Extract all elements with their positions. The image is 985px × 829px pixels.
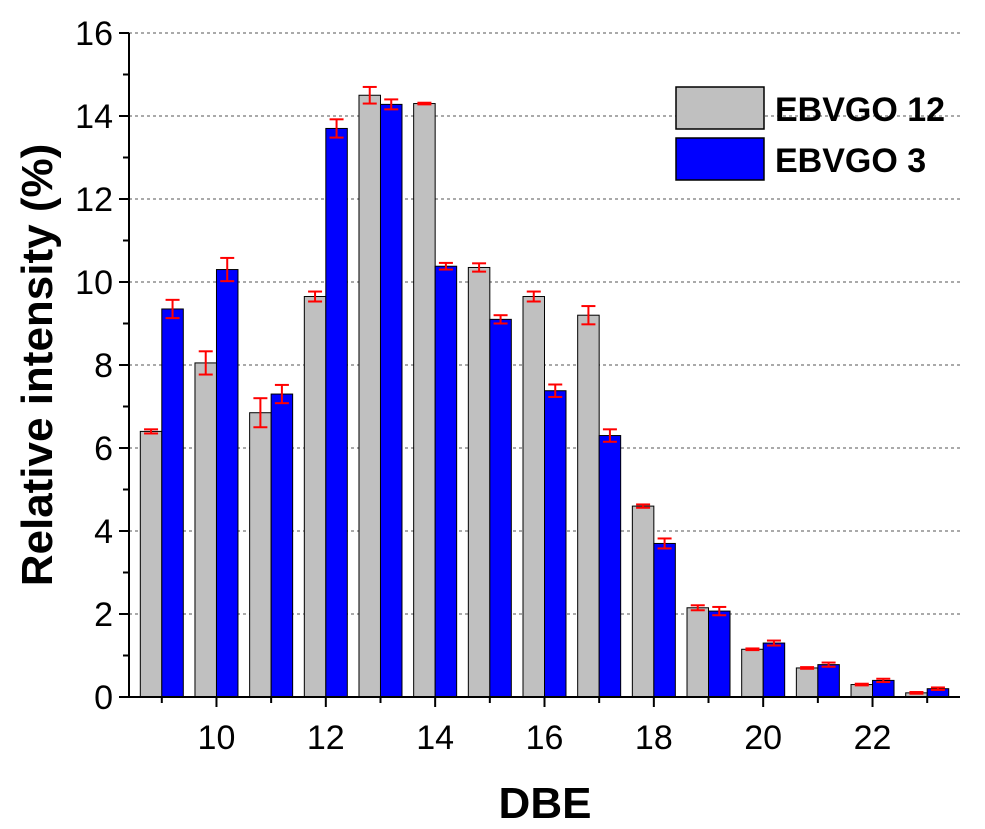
x-tick-label-14: 14	[416, 719, 454, 757]
x-tick-label-10: 10	[198, 719, 236, 757]
x-axis-title: DBE	[499, 779, 592, 828]
bar-s2-dbe-9	[161, 308, 184, 698]
bar-s2-dbe-15	[489, 318, 512, 698]
y-tick-label-16: 16	[75, 15, 113, 53]
bar-s2-dbe-18	[653, 542, 676, 698]
y-tick-label-0: 0	[94, 679, 113, 717]
bar-s1-dbe-12	[303, 296, 327, 698]
y-tick-label-12: 12	[75, 181, 113, 219]
x-tick-label-22: 22	[854, 719, 892, 757]
bar-s2-dbe-12	[325, 127, 348, 698]
bar-s1-dbe-16	[522, 296, 545, 698]
bar-s1-dbe-19	[686, 607, 710, 698]
x-tick-label-20: 20	[744, 719, 782, 757]
bar-s2-dbe-21	[817, 664, 840, 698]
bar-s2-dbe-20	[762, 642, 786, 698]
bar-s1-dbe-22	[850, 684, 874, 698]
bar-s2-dbe-13	[379, 103, 403, 698]
bars-group	[139, 94, 950, 698]
bar-s1-dbe-14	[413, 103, 436, 698]
bar-s1-dbe-18	[631, 505, 655, 698]
legend: EBVGO 12 EBVGO 3	[675, 86, 945, 181]
y-tick-label-2: 2	[94, 596, 113, 634]
x-tick-label-12: 12	[307, 719, 345, 757]
bar-s1-dbe-13	[358, 94, 381, 698]
y-axis-title: Relative intensity (%)	[13, 144, 62, 587]
error-bars-group	[144, 85, 945, 695]
bar-s1-dbe-15	[467, 266, 491, 698]
bar-s1-dbe-10	[194, 362, 217, 698]
tick-labels: 0 2 4 6 8 10 12 14 16 10 12 14 16 18 20 22	[75, 15, 891, 757]
legend-label-ebvgo-3: EBVGO 3	[775, 142, 926, 180]
bar-s2-dbe-17	[598, 435, 622, 698]
bar-s1-dbe-11	[249, 412, 272, 698]
bar-s2-dbe-10	[215, 269, 239, 698]
y-tick-label-8: 8	[94, 347, 113, 385]
legend-swatch-ebvgo-3	[675, 137, 765, 181]
bar-s2-dbe-14	[434, 265, 458, 698]
x-tick-label-18: 18	[635, 719, 673, 757]
x-tick-label-16: 16	[526, 719, 564, 757]
bar-s1-dbe-9	[139, 430, 163, 698]
bar-s1-dbe-21	[795, 667, 819, 698]
legend-swatch-ebvgo-12	[675, 86, 765, 130]
y-tick-label-4: 4	[94, 513, 113, 551]
bar-s2-dbe-16	[544, 390, 567, 698]
axes	[119, 32, 960, 707]
bar-s1-dbe-20	[741, 648, 764, 698]
y-tick-label-14: 14	[75, 98, 113, 136]
legend-label-ebvgo-12: EBVGO 12	[775, 91, 945, 129]
bar-s2-dbe-19	[708, 610, 731, 698]
bar-s2-dbe-11	[270, 393, 294, 698]
y-tick-label-10: 10	[75, 264, 113, 302]
bar-s1-dbe-17	[577, 314, 600, 698]
y-tick-label-6: 6	[94, 430, 113, 468]
